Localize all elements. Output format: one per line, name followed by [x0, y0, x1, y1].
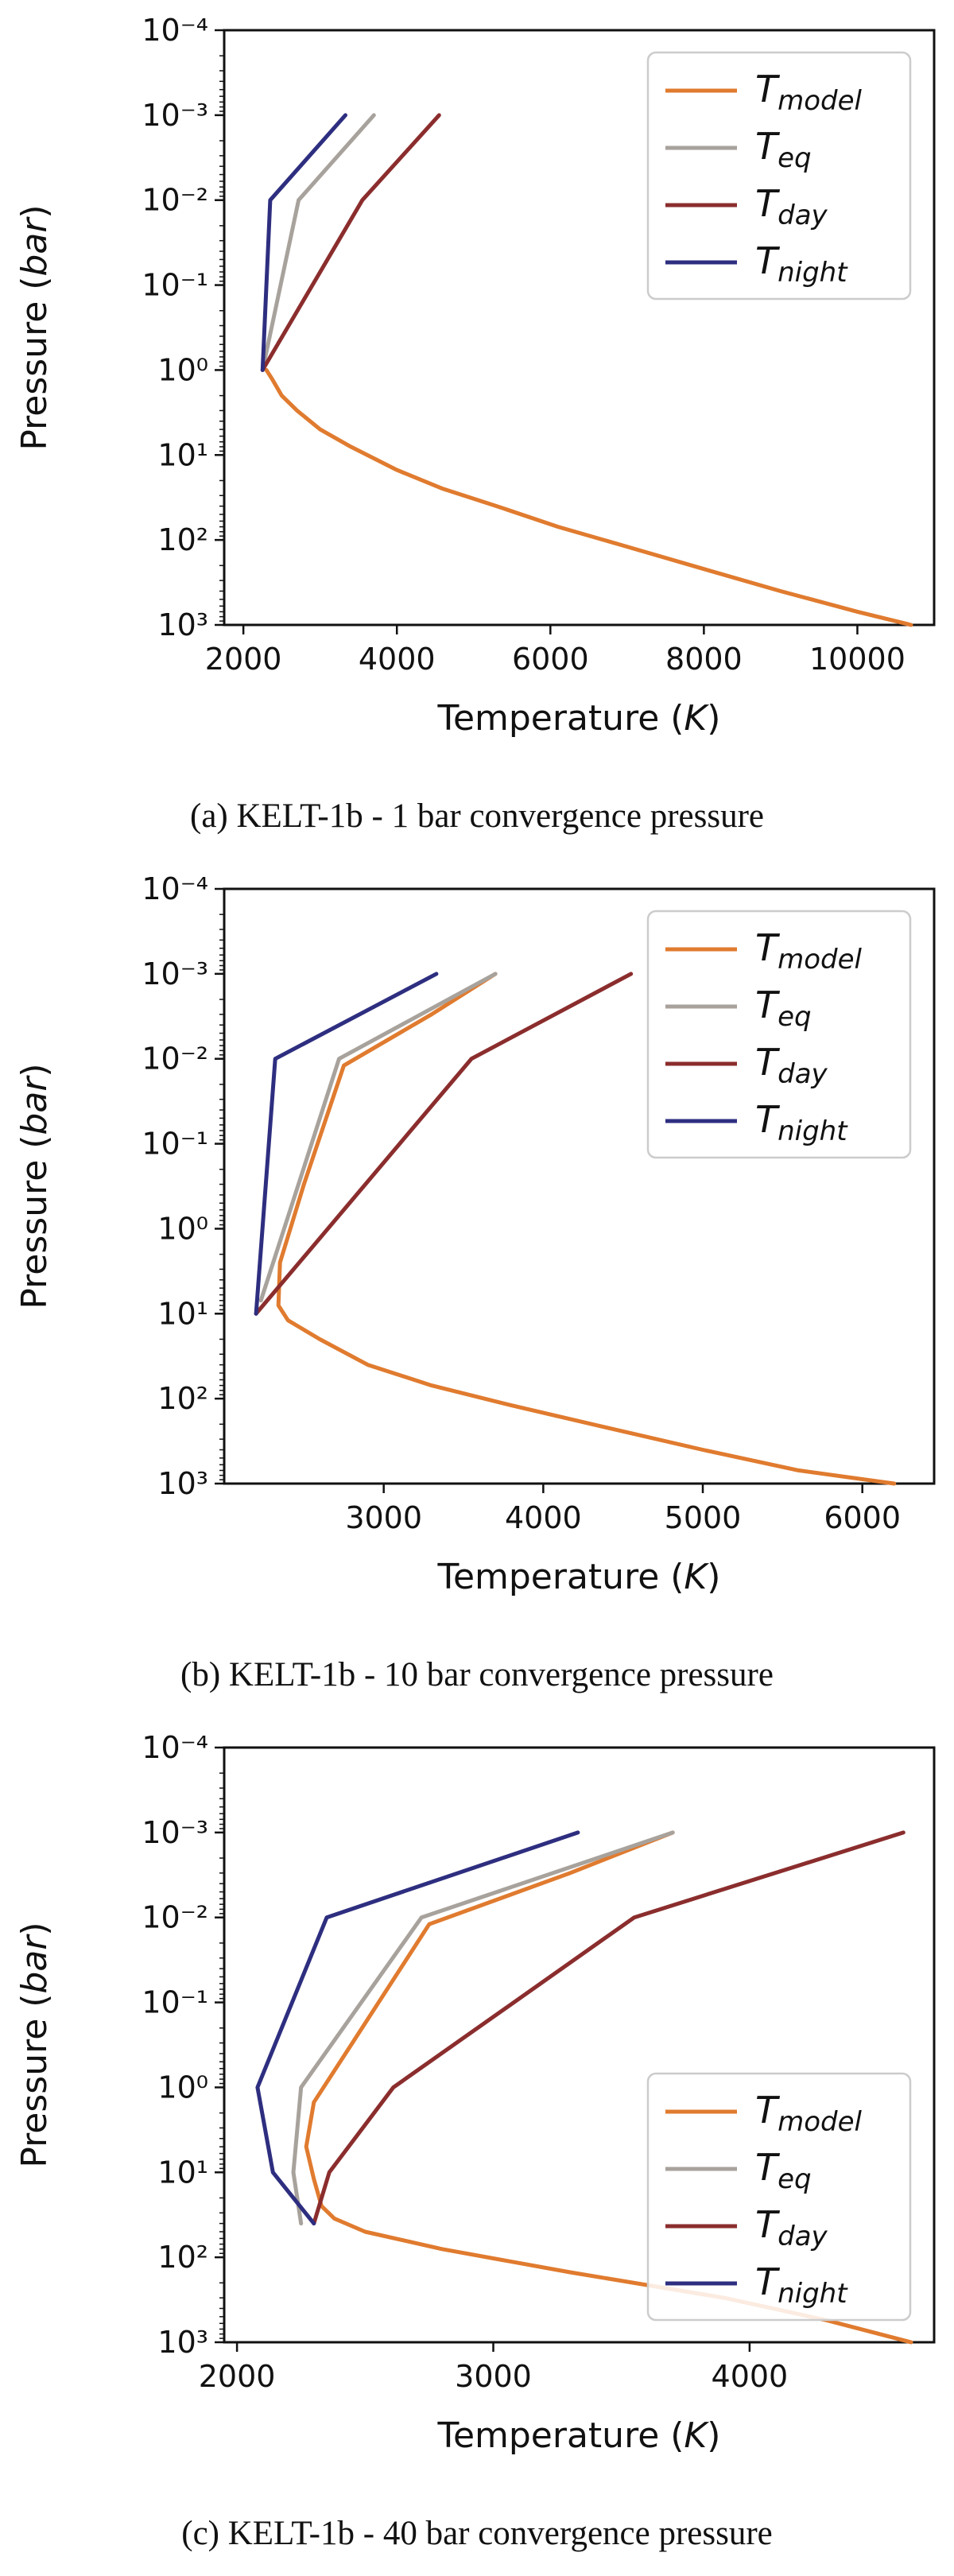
- x-tick-label: 4000: [712, 2359, 789, 2394]
- y-tick-label: 10⁻²: [142, 183, 208, 218]
- legend-label-model: Tmodel: [755, 68, 863, 117]
- y-tick-label: 10¹: [157, 1296, 208, 1331]
- y-tick-label: 10⁻²: [142, 1042, 208, 1077]
- series-line-eq: [291, 1830, 675, 2226]
- y-tick-label: 10⁰: [157, 352, 208, 387]
- series-line-eq: [260, 113, 376, 372]
- y-tick-label: 10³: [157, 1466, 208, 1501]
- x-tick-label: 6000: [824, 1500, 901, 1535]
- series-line-model: [276, 972, 897, 1486]
- y-axis-label: Pressure (bar): [14, 1922, 55, 2167]
- y-tick-label: 10⁻⁴: [142, 13, 208, 48]
- y-tick-label: 10⁻⁴: [142, 871, 208, 906]
- legend-label-day: Tday: [755, 2203, 828, 2252]
- y-tick-label: 10¹: [157, 2155, 208, 2190]
- x-tick-label: 5000: [665, 1500, 742, 1535]
- legend-label-day: Tday: [755, 182, 828, 231]
- y-tick-label: 10²: [157, 1381, 208, 1416]
- chart-panel-c: 10⁻⁴ 10⁻³ 10⁻² 10⁻¹ 10⁰ 10¹ 10² 10³ 2000 3000 4000…: [0, 1717, 954, 2576]
- chart-panel-b: 10⁻⁴ 10⁻³ 10⁻² 10⁻¹ 10⁰ 10¹ 10² 10³ 3000 4000 5000…: [0, 859, 954, 1717]
- x-tick-label: 2000: [199, 2359, 276, 2394]
- caption-b: (b) KELT-1b - 10 bar convergence pressur…: [180, 1656, 774, 1693]
- chart-panel-a: 10⁻⁴ 10⁻³ 10⁻² 10⁻¹ 10⁰ 10¹ 10² 10³ 2000 4000 6000…: [0, 0, 954, 859]
- y-tick-label: 10¹: [157, 437, 208, 472]
- legend-label-eq: Teq: [755, 983, 812, 1033]
- y-tick-label: 10⁰: [157, 2070, 208, 2105]
- x-axis-label: Temperature (K): [437, 2415, 721, 2456]
- x-axis-label: Temperature (K): [437, 1557, 721, 1597]
- plot-frame: [223, 887, 936, 1485]
- y-tick-label: 10⁻¹: [142, 1127, 208, 1162]
- x-tick-label: 4000: [505, 1500, 582, 1535]
- y-axis-label: Pressure (bar): [14, 204, 55, 450]
- series-line-day: [312, 1830, 906, 2226]
- series-line-night: [260, 113, 347, 372]
- y-tick-label: 10⁻²: [142, 1900, 208, 1935]
- y-tick-label: 10³: [157, 607, 208, 642]
- legend-label-night: Tnight: [755, 239, 848, 289]
- chart-b: 10⁻⁴ 10⁻³ 10⁻² 10⁻¹ 10⁰ 10¹ 10² 10³ 3000 4000 5000…: [14, 871, 936, 1597]
- legend-label-model: Tmodel: [755, 926, 863, 976]
- legend-label-night: Tnight: [755, 2260, 848, 2310]
- y-axis-label: Pressure (bar): [14, 1063, 55, 1309]
- x-tick-label: 3000: [455, 2359, 532, 2394]
- series-line-night: [254, 972, 439, 1316]
- y-tick-label: 10²: [157, 522, 208, 557]
- y-tick-label: 10⁰: [157, 1211, 208, 1246]
- legend-label-day: Tday: [755, 1041, 828, 1090]
- plot-frame: [223, 29, 936, 627]
- legend-label-night: Tnight: [755, 1098, 848, 1147]
- y-tick-label: 10²: [157, 2240, 208, 2275]
- x-tick-label: 6000: [512, 642, 589, 677]
- y-tick-label: 10⁻³: [142, 1815, 208, 1850]
- legend-box: [646, 910, 912, 1159]
- x-tick-label: 8000: [665, 642, 743, 677]
- plot-frame: [223, 1746, 936, 2344]
- legend-box: [646, 2072, 912, 2322]
- x-tick-label: 4000: [359, 642, 436, 677]
- y-tick-label: 10⁻¹: [142, 268, 208, 303]
- series-line-day: [254, 972, 634, 1316]
- series-line-day: [260, 113, 441, 372]
- series-line-model: [264, 367, 913, 627]
- y-tick-label: 10⁻³: [142, 956, 208, 991]
- legend-box: [646, 51, 912, 301]
- x-tick-label: 2000: [205, 642, 282, 677]
- caption-c: (c) KELT-1b - 40 bar convergence pressur…: [181, 2515, 773, 2552]
- legend-label-model: Tmodel: [755, 2089, 863, 2138]
- series-line-eq: [258, 972, 498, 1303]
- y-tick-label: 10⁻¹: [142, 1985, 208, 2020]
- legend-label-eq: Teq: [755, 125, 812, 174]
- x-axis-label: Temperature (K): [437, 698, 721, 739]
- caption-a: (a) KELT-1b - 1 bar convergence pressure: [190, 797, 764, 835]
- y-tick-label: 10³: [157, 2325, 208, 2360]
- legend-label-eq: Teq: [755, 2146, 812, 2195]
- x-tick-label: 3000: [345, 1500, 422, 1535]
- series-line-night: [255, 1830, 580, 2226]
- x-tick-label: 10000: [809, 642, 906, 677]
- y-tick-label: 10⁻⁴: [142, 1730, 208, 1765]
- y-tick-label: 10⁻³: [142, 98, 208, 133]
